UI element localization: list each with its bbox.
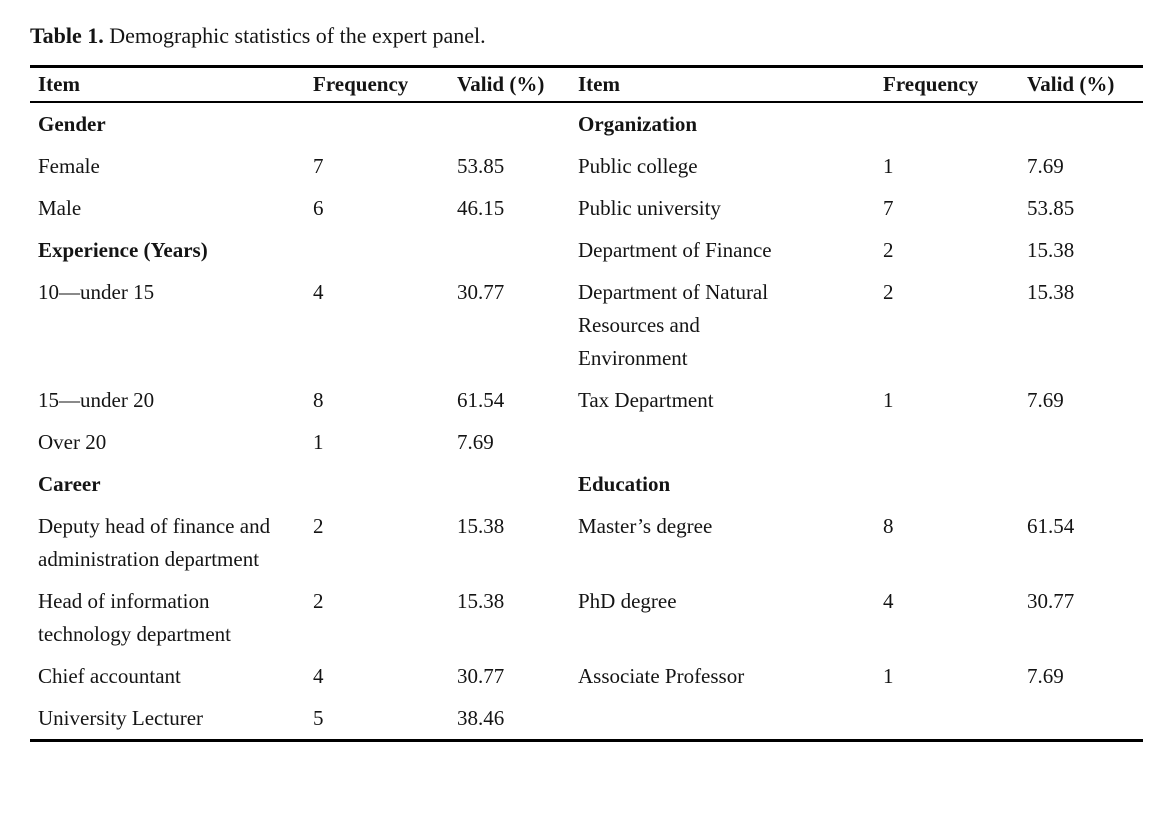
cell-item-right: Master’s degree [578, 514, 713, 538]
section-label-gender: Gender [38, 112, 106, 136]
cell-item-left: 15—under 20 [38, 388, 155, 412]
section-label-experience: Experience (Years) [38, 238, 208, 262]
cell-frequency-right [883, 421, 1027, 463]
table-body: Gender Organization Female 7 53.85 Publi… [30, 102, 1143, 741]
cell-frequency-left: 6 [313, 196, 324, 220]
cell-item-right: Department of Natural Resources and Envi… [578, 280, 769, 370]
header-valid-right: Valid (%) [1027, 66, 1143, 103]
section-label-education: Education [578, 472, 671, 496]
cell-frequency-left [313, 102, 457, 145]
cell-item-left: University Lecturer [38, 706, 204, 730]
cell-frequency-right [883, 697, 1027, 741]
table-row: 10—under 15 4 30.77 Department of Natura… [30, 271, 1143, 379]
table-row: Over 20 1 7.69 [30, 421, 1143, 463]
cell-valid-left [457, 463, 578, 505]
cell-valid-left: 53.85 [457, 154, 505, 178]
cell-item-left: Over 20 [38, 430, 107, 454]
cell-frequency-right: 2 [883, 280, 894, 304]
cell-item-right: Associate Professor [578, 664, 745, 688]
cell-frequency-left: 7 [313, 154, 324, 178]
cell-valid-right: 30.77 [1027, 589, 1075, 613]
cell-frequency-left: 8 [313, 388, 324, 412]
cell-frequency-right [883, 463, 1027, 505]
section-row-career-education: Career Education [30, 463, 1143, 505]
cell-valid-right: 53.85 [1027, 196, 1075, 220]
header-row: Item Frequency Valid (%) Item Frequency … [30, 66, 1143, 103]
section-row-experience: Experience (Years) Department of Finance… [30, 229, 1143, 271]
cell-frequency-left: 4 [313, 664, 324, 688]
cell-frequency-right: 7 [883, 196, 894, 220]
cell-item-left: Male [38, 196, 82, 220]
cell-valid-right: 15.38 [1027, 238, 1075, 262]
table-row: University Lecturer 5 38.46 [30, 697, 1143, 741]
cell-item-left: Female [38, 154, 100, 178]
cell-item-left: 10—under 15 [38, 280, 155, 304]
cell-valid-left: 61.54 [457, 388, 505, 412]
cell-frequency-right: 4 [883, 589, 894, 613]
cell-frequency-left: 5 [313, 706, 324, 730]
table-row: Female 7 53.85 Public college 1 7.69 [30, 145, 1143, 187]
page: Table 1. Demographic statistics of the e… [30, 21, 1172, 742]
cell-frequency-left: 2 [313, 514, 324, 538]
header-frequency-left: Frequency [313, 66, 457, 103]
cell-valid-right [1027, 463, 1143, 505]
cell-item-left: Head of information technology departmen… [38, 589, 232, 646]
cell-frequency-right [883, 102, 1027, 145]
cell-item-right: Department of Finance [578, 238, 772, 262]
cell-valid-left: 7.69 [457, 430, 494, 454]
cell-valid-right [1027, 697, 1143, 741]
cell-valid-right: 7.69 [1027, 664, 1064, 688]
header-frequency-right: Frequency [883, 66, 1027, 103]
cell-item-right: Tax Department [578, 388, 714, 412]
table-row: Male 6 46.15 Public university 7 53.85 [30, 187, 1143, 229]
section-label-career: Career [38, 472, 101, 496]
cell-frequency-right: 1 [883, 664, 894, 688]
table-row: Head of information technology departmen… [30, 580, 1143, 655]
table-row: Deputy head of finance and administratio… [30, 505, 1143, 580]
cell-valid-right: 7.69 [1027, 388, 1064, 412]
header-valid-left: Valid (%) [457, 66, 578, 103]
table-row: 15—under 20 8 61.54 Tax Department 1 7.6… [30, 379, 1143, 421]
cell-item-right [578, 421, 883, 463]
cell-frequency-left: 4 [313, 280, 324, 304]
section-row-gender-organization: Gender Organization [30, 102, 1143, 145]
demographics-table: Item Frequency Valid (%) Item Frequency … [30, 65, 1143, 742]
cell-valid-right [1027, 421, 1143, 463]
cell-valid-left: 30.77 [457, 280, 505, 304]
cell-valid-left: 15.38 [457, 589, 505, 613]
cell-valid-left: 38.46 [457, 706, 505, 730]
cell-frequency-right: 2 [883, 238, 894, 262]
cell-valid-left [457, 229, 578, 271]
cell-valid-left [457, 102, 578, 145]
cell-frequency-right: 1 [883, 388, 894, 412]
cell-frequency-left: 2 [313, 589, 324, 613]
cell-item-right: PhD degree [578, 589, 677, 613]
cell-valid-left: 30.77 [457, 664, 505, 688]
table-caption-text: Demographic statistics of the expert pan… [103, 23, 486, 48]
cell-item-left: Deputy head of finance and administratio… [38, 514, 271, 571]
cell-valid-right: 15.38 [1027, 280, 1075, 304]
cell-valid-left: 15.38 [457, 514, 505, 538]
section-label-organization: Organization [578, 112, 697, 136]
cell-valid-right [1027, 102, 1143, 145]
table-row: Chief accountant 4 30.77 Associate Profe… [30, 655, 1143, 697]
cell-item-left: Chief accountant [38, 664, 181, 688]
cell-item-right [578, 697, 883, 741]
header-item-left: Item [30, 66, 313, 103]
cell-frequency-right: 1 [883, 154, 894, 178]
cell-frequency-left: 1 [313, 430, 324, 454]
cell-frequency-left [313, 229, 457, 271]
table-header: Item Frequency Valid (%) Item Frequency … [30, 66, 1143, 103]
table-caption: Table 1. Demographic statistics of the e… [30, 21, 1172, 51]
cell-valid-left: 46.15 [457, 196, 505, 220]
header-item-right: Item [578, 66, 883, 103]
cell-valid-right: 61.54 [1027, 514, 1075, 538]
cell-item-right: Public university [578, 196, 721, 220]
cell-valid-right: 7.69 [1027, 154, 1064, 178]
cell-frequency-left [313, 463, 457, 505]
cell-item-right: Public college [578, 154, 698, 178]
table-caption-label: Table 1. [30, 23, 104, 48]
cell-frequency-right: 8 [883, 514, 894, 538]
